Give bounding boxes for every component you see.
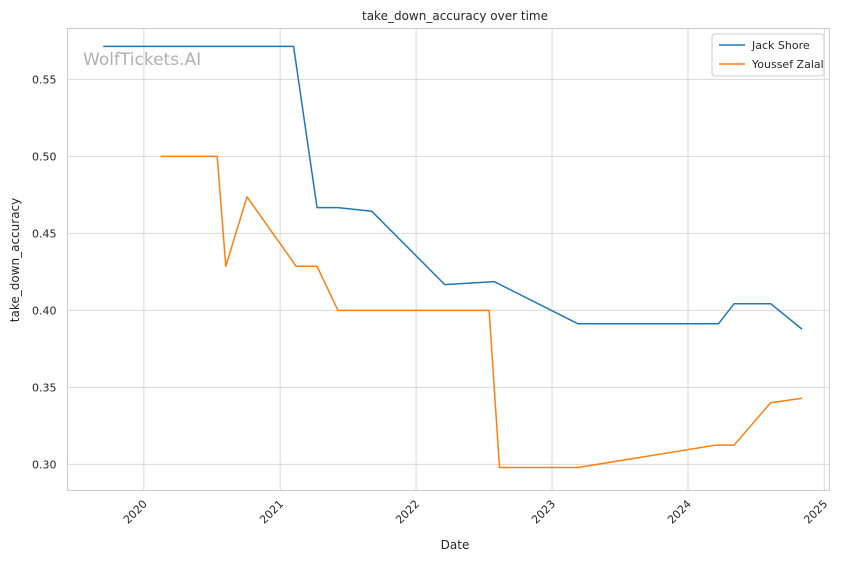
legend-label-jack-shore: Jack Shore [751, 39, 810, 52]
chart-title: take_down_accuracy over time [362, 9, 548, 23]
legend-label-youssef-zalal: Youssef Zalal [751, 58, 824, 71]
y-tick-label: 0.40 [32, 304, 57, 317]
plot-area-border [67, 28, 830, 491]
y-tick-label: 0.50 [32, 150, 57, 163]
x-axis-label: Date [441, 538, 470, 552]
y-tick-labels: 0.30 0.35 0.40 0.45 0.50 0.55 [32, 73, 57, 471]
y-axis-label: take_down_accuracy [8, 198, 22, 322]
y-tick-label: 0.35 [32, 381, 57, 394]
watermark: WolfTickets.AI [83, 50, 201, 70]
y-tick-label: 0.30 [32, 458, 57, 471]
series-line-youssef-zalal [160, 155, 803, 469]
series-lines [103, 45, 803, 469]
legend: Jack Shore Youssef Zalal [711, 33, 825, 77]
y-tick-label: 0.45 [32, 227, 57, 240]
series-line-jack-shore [103, 45, 803, 330]
y-tick-label: 0.55 [32, 73, 57, 86]
